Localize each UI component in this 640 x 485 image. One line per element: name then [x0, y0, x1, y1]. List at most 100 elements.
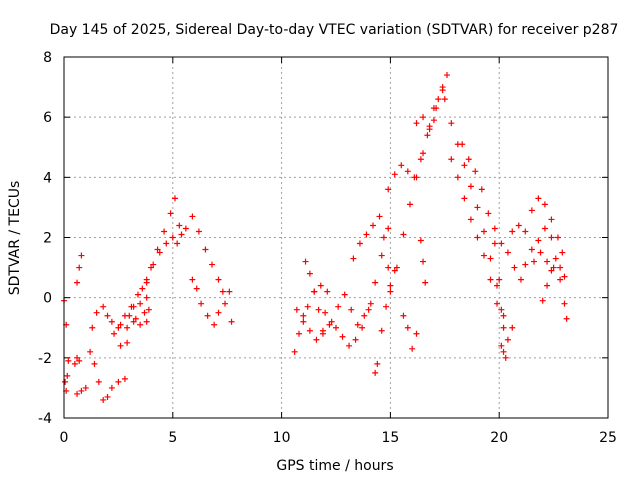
data-point — [367, 300, 374, 307]
data-point — [515, 222, 522, 229]
data-point — [498, 240, 505, 247]
x-tick-label: 20 — [490, 430, 508, 446]
data-point — [150, 261, 157, 268]
data-point — [420, 150, 427, 157]
data-point — [335, 303, 342, 310]
data-point — [141, 309, 148, 316]
data-point — [139, 285, 146, 292]
data-point — [350, 255, 357, 262]
data-point — [82, 384, 89, 391]
data-point — [443, 72, 450, 79]
data-point — [430, 117, 437, 124]
data-point — [124, 339, 131, 346]
data-point — [522, 261, 529, 268]
data-point — [208, 261, 215, 268]
data-point — [422, 279, 429, 286]
data-point — [189, 213, 196, 220]
x-tick-label: 10 — [273, 430, 291, 446]
data-point — [557, 276, 564, 283]
data-point — [409, 345, 416, 352]
data-point — [198, 300, 205, 307]
data-point — [531, 258, 538, 265]
data-point — [78, 252, 85, 259]
data-point — [202, 246, 209, 253]
data-point — [420, 114, 427, 121]
data-point — [504, 336, 511, 343]
data-point — [509, 324, 516, 331]
data-point — [528, 207, 535, 214]
data-point — [387, 282, 394, 289]
y-tick-label: 4 — [43, 170, 52, 186]
data-point — [509, 228, 516, 235]
y-tick-label: 0 — [43, 291, 52, 307]
data-point — [134, 291, 141, 298]
data-point — [417, 237, 424, 244]
data-point — [171, 195, 178, 202]
data-point — [215, 276, 222, 283]
x-tick-label: 5 — [168, 430, 177, 446]
data-point — [424, 132, 431, 139]
data-point — [215, 309, 222, 316]
data-point — [535, 237, 542, 244]
data-point — [472, 168, 479, 175]
data-point — [535, 195, 542, 202]
data-point — [385, 264, 392, 271]
data-point — [178, 231, 185, 238]
data-point — [293, 306, 300, 313]
y-tick-label: 2 — [43, 231, 52, 247]
data-point — [467, 183, 474, 190]
data-point — [193, 285, 200, 292]
data-point — [487, 276, 494, 283]
data-point — [76, 357, 83, 364]
data-point — [548, 234, 555, 241]
data-point — [306, 327, 313, 334]
data-point — [500, 348, 507, 355]
data-point — [195, 228, 202, 235]
data-point — [300, 312, 307, 319]
data-point — [132, 315, 139, 322]
data-point — [487, 255, 494, 262]
data-point — [491, 240, 498, 247]
y-tick-label: -2 — [38, 351, 52, 367]
data-point — [222, 300, 229, 307]
data-point — [374, 360, 381, 367]
x-tick-label: 15 — [381, 430, 399, 446]
data-point — [511, 264, 518, 271]
data-point — [459, 141, 466, 148]
data-point — [439, 84, 446, 91]
data-point — [517, 276, 524, 283]
data-point — [485, 210, 492, 217]
data-point — [74, 279, 81, 286]
data-point — [100, 303, 107, 310]
data-point — [91, 360, 98, 367]
data-point — [176, 222, 183, 229]
data-point — [356, 240, 363, 247]
data-point — [346, 342, 353, 349]
data-point — [541, 225, 548, 232]
data-point — [182, 225, 189, 232]
data-point — [441, 96, 448, 103]
data-point — [400, 231, 407, 238]
data-point — [391, 267, 398, 274]
data-point — [539, 297, 546, 304]
data-point — [413, 174, 420, 181]
data-point — [406, 201, 413, 208]
data-point — [108, 384, 115, 391]
data-point — [435, 96, 442, 103]
x-tick-label: 25 — [599, 430, 617, 446]
data-point — [65, 357, 72, 364]
y-axis-label: SDTVAR / TECUs — [7, 181, 23, 296]
data-point — [385, 186, 392, 193]
data-point — [361, 312, 368, 319]
data-point — [494, 300, 501, 307]
data-point — [71, 360, 78, 367]
data-point — [494, 282, 501, 289]
data-point — [504, 249, 511, 256]
data-point — [339, 333, 346, 340]
data-point — [115, 324, 122, 331]
data-point — [461, 195, 468, 202]
data-point — [559, 249, 566, 256]
data-point — [557, 264, 564, 271]
data-point — [491, 225, 498, 232]
